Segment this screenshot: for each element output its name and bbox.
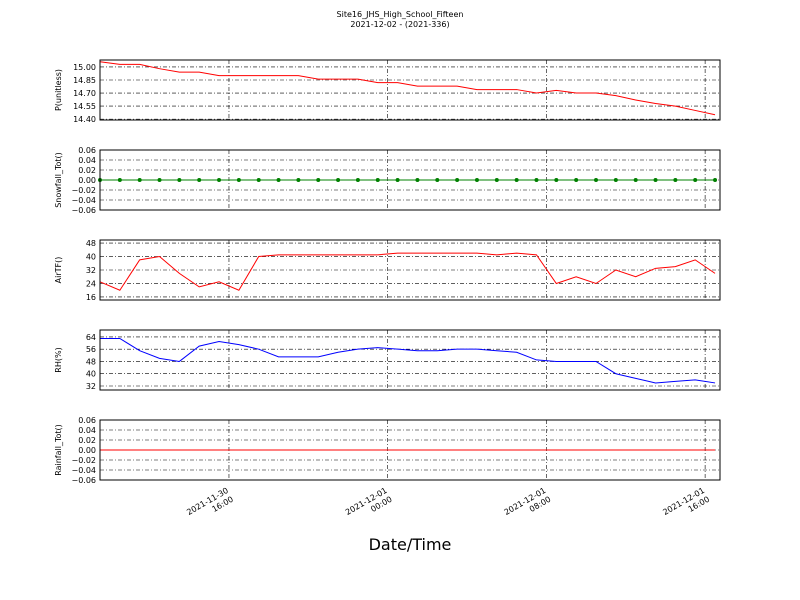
point bbox=[217, 178, 222, 182]
x-axis-label: Date/Time bbox=[369, 535, 452, 554]
point bbox=[137, 178, 142, 182]
y-axis-label: AirTF() bbox=[54, 257, 63, 284]
y-tick-label: 0.00 bbox=[78, 446, 96, 455]
y-tick-label: 64 bbox=[86, 333, 96, 342]
point bbox=[415, 178, 420, 182]
x-tick-label: 2021-12-0116:00 bbox=[661, 486, 711, 526]
y-axis-label: P(unitless) bbox=[54, 69, 63, 111]
axes-frame bbox=[99, 239, 721, 301]
y-tick-label: 0.00 bbox=[78, 176, 96, 185]
y-tick-label: 40 bbox=[86, 253, 96, 262]
point bbox=[455, 178, 460, 182]
x-tick-label: 2021-11-3016:00 bbox=[185, 486, 235, 526]
x-tick-label: 2021-12-0100:00 bbox=[344, 486, 394, 526]
point bbox=[197, 178, 202, 182]
line bbox=[99, 61, 716, 116]
point bbox=[554, 178, 559, 182]
y-tick-label: 14.70 bbox=[73, 89, 96, 98]
y-tick-label: 56 bbox=[86, 345, 96, 354]
chart-subtitle: 2021-12-02 - (2021-336) bbox=[350, 20, 449, 29]
y-axis-label: Rainfall_Tot() bbox=[54, 424, 63, 476]
y-tick-label: 16 bbox=[86, 293, 96, 302]
point bbox=[534, 178, 539, 182]
axes-frame bbox=[99, 149, 721, 211]
point bbox=[494, 178, 499, 182]
point bbox=[355, 178, 360, 182]
point bbox=[713, 178, 718, 182]
y-tick-label: −0.06 bbox=[71, 206, 96, 215]
y-tick-label: 15.00 bbox=[73, 63, 96, 72]
point bbox=[117, 178, 122, 182]
y-tick-label: 0.02 bbox=[78, 436, 96, 445]
y-tick-label: 0.04 bbox=[78, 426, 96, 435]
point bbox=[633, 178, 638, 182]
y-tick-label: 0.06 bbox=[78, 146, 96, 155]
y-tick-label: 24 bbox=[86, 279, 96, 288]
axes-frame bbox=[99, 329, 721, 391]
point bbox=[474, 178, 479, 182]
point bbox=[236, 178, 241, 182]
y-axis-label: RH(%) bbox=[54, 347, 63, 372]
point bbox=[693, 178, 698, 182]
y-tick-label: −0.04 bbox=[71, 196, 96, 205]
point bbox=[653, 178, 658, 182]
y-tick-label: −0.06 bbox=[71, 476, 96, 485]
point bbox=[594, 178, 598, 182]
point bbox=[514, 178, 519, 182]
point bbox=[296, 178, 301, 182]
point bbox=[256, 178, 261, 182]
y-tick-label: 32 bbox=[86, 266, 96, 275]
point bbox=[276, 178, 281, 182]
y-tick-label: −0.02 bbox=[71, 456, 96, 465]
y-axis-label: Snowfall_Tot() bbox=[54, 152, 63, 208]
y-tick-label: −0.02 bbox=[71, 186, 96, 195]
y-tick-label: 14.85 bbox=[73, 76, 96, 85]
point bbox=[316, 178, 321, 182]
point bbox=[613, 178, 618, 182]
y-tick-label: −0.04 bbox=[71, 466, 96, 475]
point bbox=[157, 178, 162, 182]
y-tick-label: 48 bbox=[86, 357, 96, 366]
point bbox=[336, 178, 341, 182]
y-tick-label: 32 bbox=[86, 382, 96, 391]
y-tick-label: 40 bbox=[86, 370, 96, 379]
point bbox=[395, 178, 400, 182]
y-tick-label: 0.04 bbox=[78, 156, 96, 165]
line bbox=[99, 252, 716, 291]
axes-frame bbox=[99, 419, 721, 481]
y-tick-label: 48 bbox=[86, 239, 96, 248]
y-tick-label: 14.55 bbox=[73, 102, 96, 111]
x-tick-label: 2021-12-0108:00 bbox=[503, 486, 553, 526]
point bbox=[673, 178, 678, 182]
point bbox=[375, 178, 380, 182]
point bbox=[574, 178, 579, 182]
chart-title: Site16_JHS_High_School_Fifteen bbox=[337, 10, 464, 19]
point bbox=[177, 178, 182, 182]
y-tick-label: 0.06 bbox=[78, 416, 96, 425]
axes-frame bbox=[99, 59, 721, 121]
line bbox=[100, 337, 716, 384]
point bbox=[435, 178, 440, 182]
y-tick-label: 0.02 bbox=[78, 166, 96, 175]
y-tick-label: 14.40 bbox=[73, 115, 96, 124]
